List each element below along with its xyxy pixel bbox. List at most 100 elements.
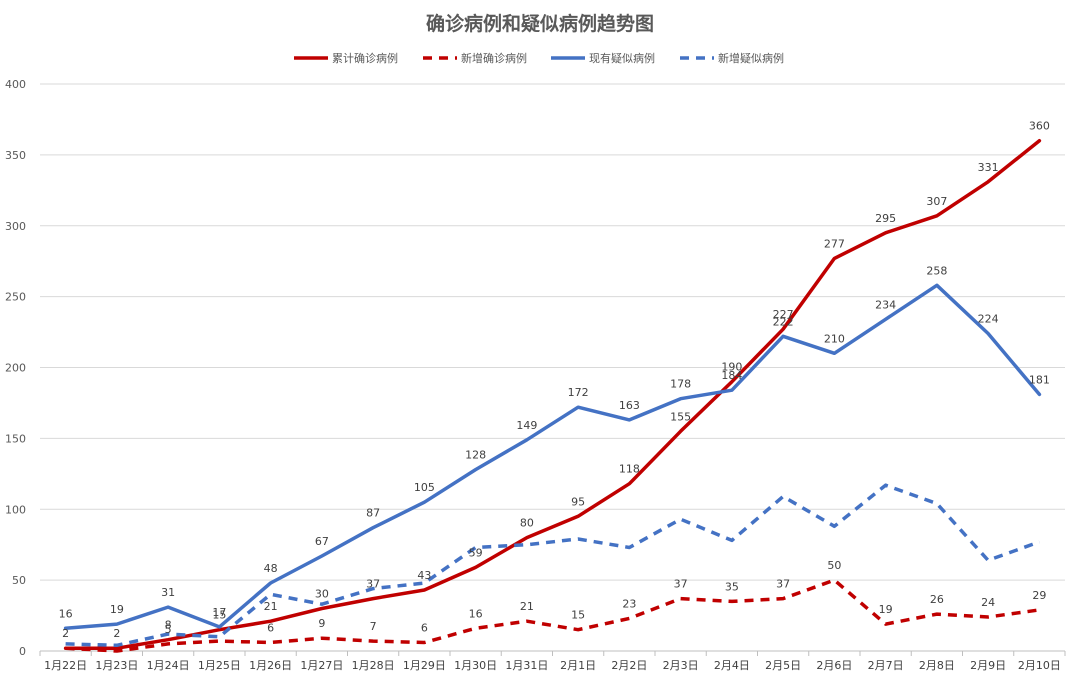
data-label: 331	[978, 161, 999, 174]
data-label: 19	[110, 603, 124, 616]
x-tick-label: 2月4日	[714, 659, 750, 672]
x-tick-label: 2月7日	[868, 659, 904, 672]
legend-label-2: 新增确诊病例	[461, 51, 527, 65]
legend-label-3: 现有疑似病例	[589, 51, 655, 65]
data-label: 26	[930, 593, 944, 606]
gridlines	[40, 83, 1065, 652]
x-tick-label: 1月26日	[249, 659, 292, 672]
y-tick-label: 250	[5, 291, 26, 304]
data-label: 17	[212, 606, 226, 619]
x-tick-label: 2月1日	[560, 659, 596, 672]
data-label: 7	[370, 620, 377, 633]
x-tick-label: 1月25日	[198, 659, 241, 672]
x-tick-label: 2月2日	[611, 659, 647, 672]
data-label: 295	[875, 212, 896, 225]
data-label: 178	[670, 378, 691, 391]
legend-label-1: 累计确诊病例	[332, 51, 398, 65]
data-label: 29	[1032, 589, 1046, 602]
series-line-3	[63, 283, 1042, 631]
data-label: 9	[318, 617, 325, 630]
y-tick-label: 200	[5, 362, 26, 375]
data-label: 37	[366, 578, 380, 591]
data-label: 277	[824, 237, 845, 250]
x-tick-label: 1月30日	[454, 659, 497, 672]
data-label: 48	[264, 562, 278, 575]
x-tick-label: 2月5日	[765, 659, 801, 672]
data-label: 16	[469, 607, 483, 620]
data-label: 16	[59, 607, 73, 620]
y-tick-label: 100	[5, 503, 26, 516]
data-label: 2	[113, 627, 120, 640]
y-tick-label: 50	[12, 574, 26, 587]
data-label: 8	[165, 619, 172, 632]
chart-title: 确诊病例和疑似病例趋势图	[426, 12, 654, 35]
data-label: 258	[926, 264, 947, 277]
data-label: 24	[981, 596, 995, 609]
data-label: 37	[674, 578, 688, 591]
data-label: 43	[417, 569, 431, 582]
data-label: 149	[516, 419, 537, 432]
data-label: 307	[926, 195, 947, 208]
data-label: 59	[469, 546, 483, 559]
x-tick-label: 2月8日	[919, 659, 955, 672]
y-tick-label: 400	[5, 78, 26, 91]
x-tick-label: 2月3日	[663, 659, 699, 672]
x-tick-label: 2月10日	[1018, 659, 1061, 672]
x-tick-label: 1月31日	[505, 659, 548, 672]
x-tick-label: 2月6日	[816, 659, 852, 672]
x-axis: 1月22日 1月23日 1月24日 1月25日 1月26日 1月27日 1月28日 1月29日…	[39, 651, 1066, 672]
data-label: 95	[571, 495, 585, 508]
data-label: 2	[62, 627, 69, 640]
data-label: 6	[267, 621, 274, 634]
x-tick-label: 1月22日	[44, 659, 87, 672]
x-tick-label: 1月29日	[403, 659, 446, 672]
data-label: 30	[315, 587, 329, 600]
series-line-4	[65, 483, 1040, 648]
data-label: 163	[619, 399, 640, 412]
data-label: 37	[776, 578, 790, 591]
data-label: 172	[568, 386, 589, 399]
x-tick-label: 2月9日	[970, 659, 1006, 672]
x-tick-label: 1月24日	[147, 659, 190, 672]
data-label: 6	[421, 621, 428, 634]
series-group	[63, 138, 1042, 653]
data-label: 222	[773, 315, 794, 328]
data-labels: 2 281521303743598095118155190227277295307…	[59, 120, 1050, 640]
series-line-2	[65, 578, 1040, 653]
x-tick-label: 1月28日	[352, 659, 395, 672]
data-label: 360	[1029, 120, 1050, 133]
data-label: 184	[721, 369, 742, 382]
x-tick-label: 1月23日	[95, 659, 138, 672]
y-tick-label: 150	[5, 432, 26, 445]
legend-label-4: 新增疑似病例	[718, 51, 784, 65]
data-label: 87	[366, 507, 380, 520]
data-label: 234	[875, 298, 896, 311]
y-tick-label: 300	[5, 220, 26, 233]
data-label: 190	[721, 361, 742, 374]
data-label: 80	[520, 517, 534, 530]
data-label: 227	[773, 308, 794, 321]
x-tick-label: 1月27日	[300, 659, 343, 672]
data-label: 128	[465, 449, 486, 462]
y-axis: 0 50 100 150 200 250 300 350 400	[5, 78, 26, 658]
data-label: 21	[520, 600, 534, 613]
data-label: 15	[571, 609, 585, 622]
data-label: 210	[824, 332, 845, 345]
data-label: 19	[879, 603, 893, 616]
data-label: 15	[212, 609, 226, 622]
data-label: 21	[264, 600, 278, 613]
data-label: 31	[161, 586, 175, 599]
data-label: 35	[725, 580, 739, 593]
data-label: 23	[622, 597, 636, 610]
data-label: 67	[315, 535, 329, 548]
data-label: 155	[670, 410, 691, 423]
data-label: 105	[414, 481, 435, 494]
legend: 累计确诊病例 新增确诊病例 现有疑似病例 新增疑似病例	[294, 51, 784, 65]
data-label: 181	[1029, 373, 1050, 386]
y-tick-label: 350	[5, 149, 26, 162]
data-label: 50	[827, 559, 841, 572]
data-label: 5	[165, 623, 172, 636]
data-label: 224	[978, 312, 999, 325]
data-label: 118	[619, 463, 640, 476]
